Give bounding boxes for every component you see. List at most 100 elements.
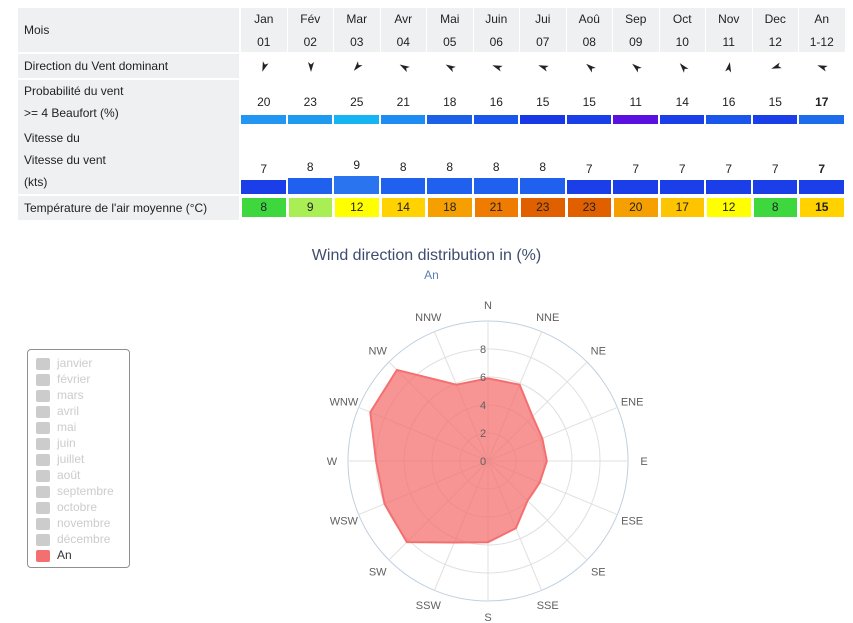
probability-value: 14 <box>675 95 689 109</box>
probability-bar <box>659 115 704 124</box>
speed-bar <box>520 178 565 194</box>
header-month-bg <box>380 8 426 52</box>
speed-bar <box>427 178 472 194</box>
legend-label: septembre <box>57 484 114 498</box>
temperature-cell: 9 <box>288 198 332 217</box>
speed-value: 9 <box>353 158 361 172</box>
header-month-bg <box>334 8 380 52</box>
header-month-number: 07 <box>536 35 550 49</box>
direction-label-N: N <box>484 300 492 312</box>
header-month-number: 02 <box>303 35 317 49</box>
direction-label-E: E <box>640 456 647 468</box>
temperature-cell: 23 <box>521 198 565 217</box>
speed-bar <box>380 178 425 194</box>
header-month-bg <box>473 8 519 52</box>
temperature-cell: 8 <box>753 198 797 217</box>
radial-tick-label: 6 <box>480 372 486 384</box>
speed-value: 7 <box>818 162 826 176</box>
header-month-bg <box>706 8 752 52</box>
temperature-label-text: Température de l'air moyenne (°C) <box>24 201 208 215</box>
wind-direction-arrow-icon <box>351 60 363 72</box>
radial-tick-label: 8 <box>480 344 486 356</box>
legend-label: novembre <box>57 516 111 530</box>
legend-label: février <box>57 372 91 386</box>
speed-bar <box>613 180 658 194</box>
direction-label-NNE: NNE <box>536 312 559 324</box>
temperature-cell: 15 <box>800 198 844 217</box>
header-label-cell <box>18 8 239 52</box>
probability-label-cell <box>18 80 239 128</box>
legend-label: août <box>57 468 81 482</box>
header-month-number: 1-12 <box>809 35 834 49</box>
legend-swatch <box>36 550 50 562</box>
header-month-number: 09 <box>629 35 643 49</box>
legend-swatch <box>36 454 50 466</box>
header-month-name: Mai <box>440 12 460 26</box>
legend-swatch <box>36 406 50 418</box>
temperature-cell: 12 <box>335 198 379 217</box>
speed-value: 7 <box>678 162 686 176</box>
legend-label: octobre <box>57 500 98 514</box>
probability-bar <box>427 115 472 124</box>
probability-value: 20 <box>257 95 271 109</box>
header-month-number: 10 <box>675 35 689 49</box>
probability-bar <box>613 115 658 124</box>
legend-swatch <box>36 374 50 386</box>
speed-value: 8 <box>399 160 407 174</box>
probability-value: 25 <box>350 95 364 109</box>
speed-value: 8 <box>446 160 454 174</box>
temperature-cell: 21 <box>474 198 518 217</box>
header-month-bg <box>659 8 705 52</box>
direction-label-NNW: NNW <box>415 312 442 324</box>
probability-value: 21 <box>396 95 410 109</box>
direction-label-S: S <box>484 612 491 623</box>
temperature-cell: 23 <box>567 198 611 217</box>
probability-bar <box>799 115 844 124</box>
header-month-bg <box>241 8 287 52</box>
legend-label: mars <box>57 388 84 402</box>
header-month-number: 04 <box>396 35 410 49</box>
header-month-name: Oct <box>672 12 692 26</box>
direction-label-ENE: ENE <box>621 396 644 408</box>
speed-label-cell <box>18 128 239 194</box>
series-area-an <box>369 368 548 544</box>
temperature-cell: 18 <box>428 198 472 217</box>
header-month-bg <box>427 8 473 52</box>
speed-value: 7 <box>260 162 268 176</box>
legend-swatch <box>36 502 50 514</box>
speed-value: 7 <box>725 162 733 176</box>
header-month-number: 08 <box>582 35 596 49</box>
speed-value: 8 <box>306 160 314 174</box>
temperature-cell: 12 <box>707 198 751 217</box>
speed-value: 8 <box>539 160 547 174</box>
legend-label: décembre <box>57 532 111 546</box>
probability-bar <box>752 115 797 124</box>
probability-label-line1: Probabilité du vent <box>24 84 124 98</box>
header-month-number: 11 <box>722 35 735 49</box>
header-month-number: 03 <box>350 35 364 49</box>
temperature-cell: 8 <box>242 198 286 217</box>
wind-direction-arrow-icon <box>630 60 643 73</box>
direction-label-SSW: SSW <box>416 600 442 612</box>
legend-swatch <box>36 438 50 450</box>
legend-label: mai <box>57 420 77 434</box>
direction-label-NW: NW <box>369 346 388 358</box>
probability-value: 11 <box>629 95 642 109</box>
header-month-bg <box>752 8 798 52</box>
radial-tick-label: 0 <box>480 456 486 468</box>
chart-title: Wind direction distribution in (%) <box>311 247 542 264</box>
speed-label-line1: Vitesse du <box>24 131 80 145</box>
probability-value: 15 <box>582 95 596 109</box>
header-month-name: Juin <box>485 12 508 26</box>
chart-subtitle: An <box>424 268 439 282</box>
legend-swatch <box>36 534 50 546</box>
legend-label: An <box>57 548 72 562</box>
header-month-name: Nov <box>718 12 740 26</box>
direction-label-ESE: ESE <box>621 516 643 528</box>
speed-bar <box>287 178 332 194</box>
speed-value: 8 <box>492 160 500 174</box>
speed-bar <box>473 178 518 194</box>
header-month-name: Mar <box>346 12 368 26</box>
wind-direction-arrow-icon <box>816 60 828 72</box>
speed-bar <box>752 180 797 194</box>
